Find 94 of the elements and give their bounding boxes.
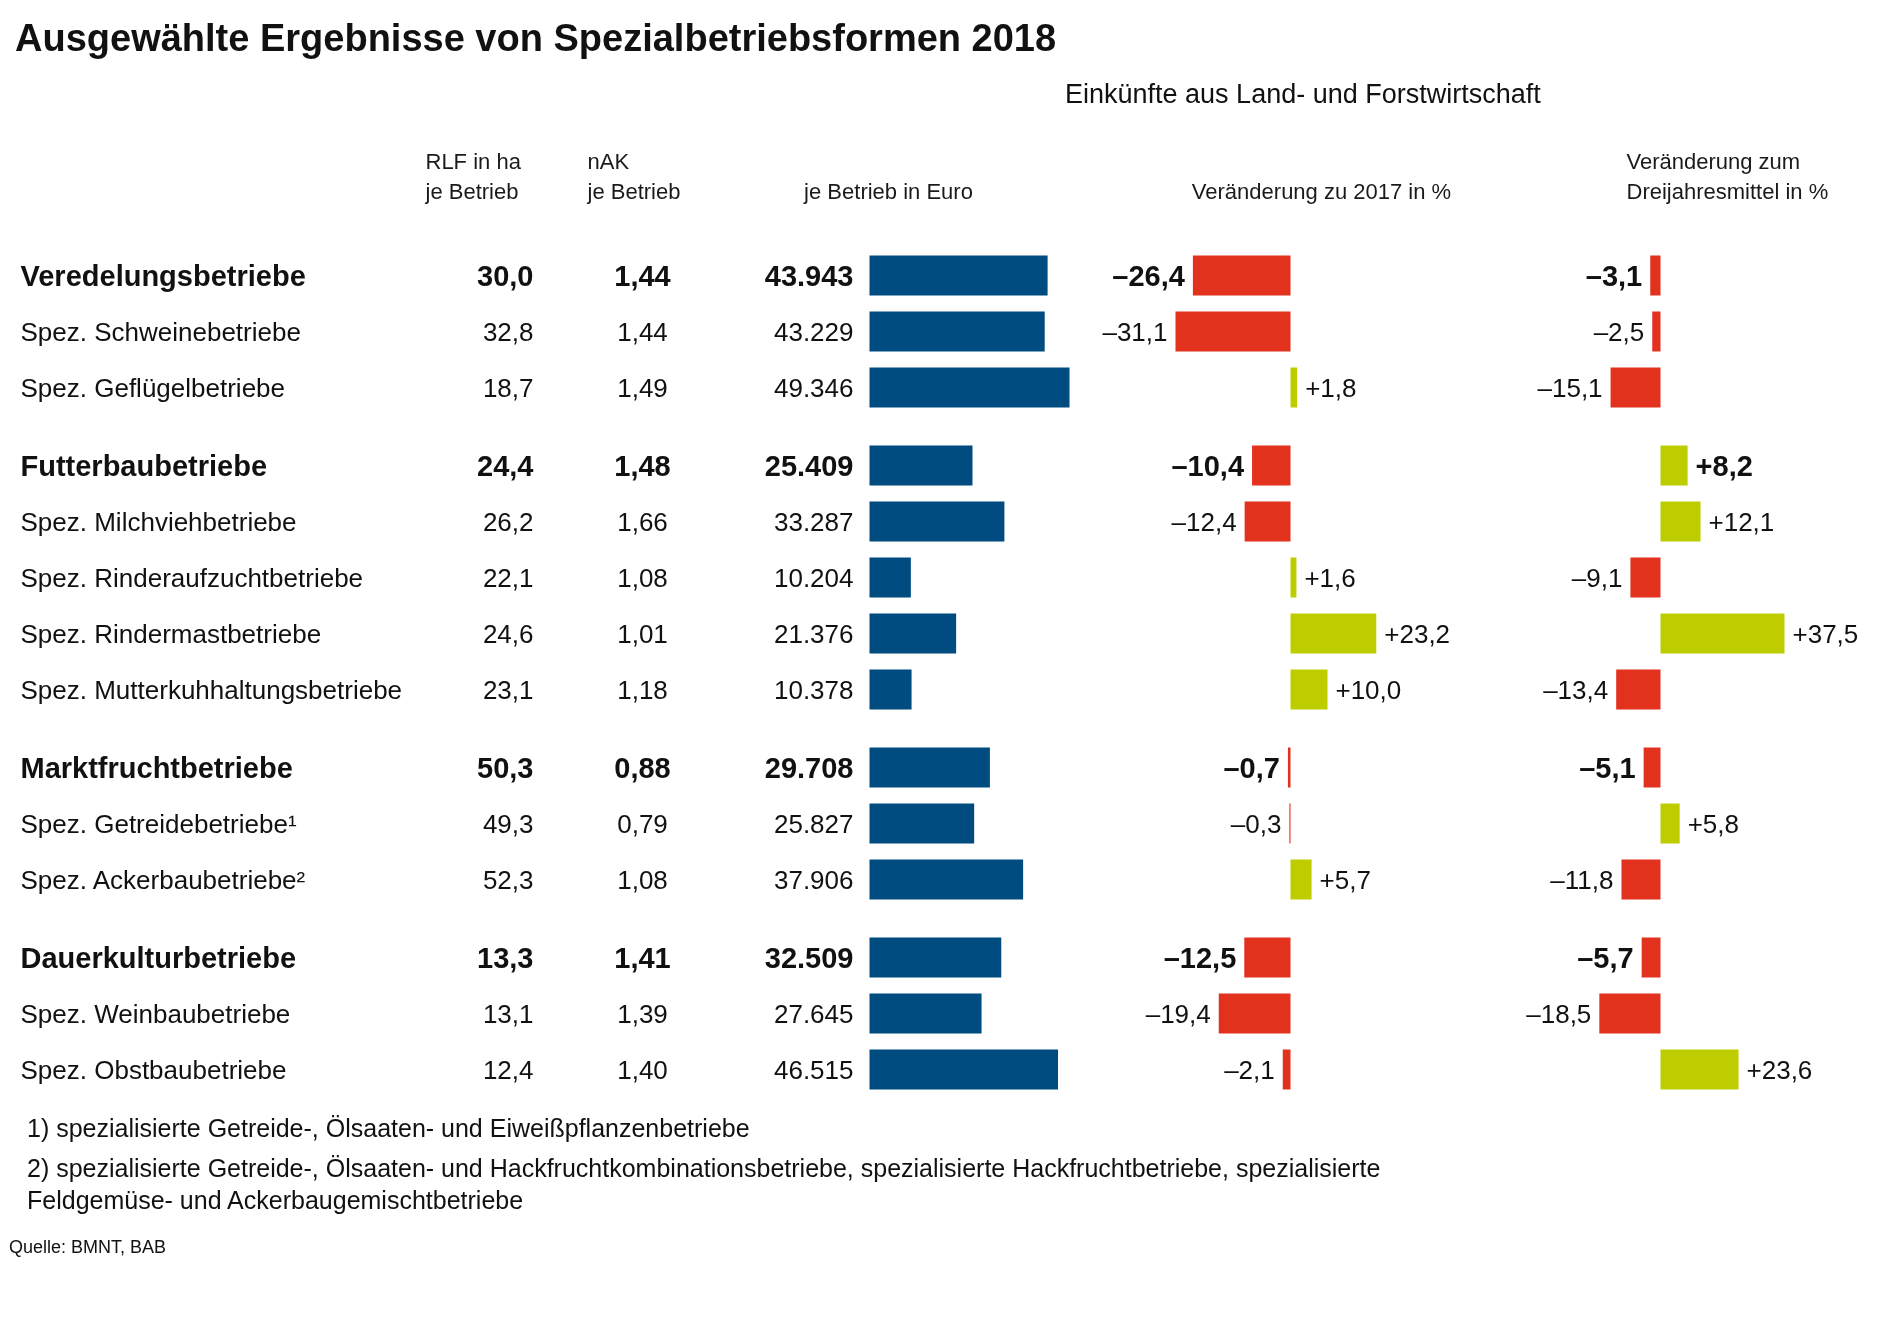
data-label: 30,0 bbox=[477, 259, 534, 292]
data-label: +10,0 bbox=[1335, 674, 1402, 705]
data-label: +12,1 bbox=[1708, 506, 1775, 537]
data-label: 1,41 bbox=[614, 941, 671, 974]
data-label: –0,3 bbox=[1230, 808, 1282, 839]
data-label: 10.378 bbox=[773, 674, 854, 705]
data-label: 1,39 bbox=[617, 998, 668, 1029]
data-label: –18,5 bbox=[1526, 998, 1592, 1029]
data-label: 0,88 bbox=[614, 751, 671, 784]
data-label: 0,79 bbox=[617, 808, 668, 839]
data-label: –10,4 bbox=[1171, 449, 1245, 482]
data-label: 1,01 bbox=[617, 618, 668, 649]
data-label: 1,66 bbox=[617, 506, 668, 537]
x-axis-title: je Betrieb in Euro bbox=[803, 178, 973, 204]
data-label: 50,3 bbox=[477, 751, 534, 784]
data-label: +37,5 bbox=[1792, 618, 1859, 649]
data-label: –12,4 bbox=[1171, 506, 1237, 537]
text: 2) spezialisierte Getreide-, Ölsaaten- und Hackfruchtkombinationsbetriebe, spezialisierte Hackfruchtbetriebe, spezialisierte Feldgemüse- und Ackerbaugemischtbetriebe bbox=[27, 1152, 1382, 1216]
category-label: Spez. Ackerbaubetriebe² bbox=[20, 864, 306, 895]
x-axis-title: Veränderung zum Dreijahresmittel in % bbox=[1626, 148, 1829, 204]
data-label: 52,3 bbox=[482, 864, 534, 895]
data-label: 1,44 bbox=[617, 316, 668, 347]
data-label: 33.287 bbox=[773, 506, 854, 537]
data-label: –19,4 bbox=[1145, 998, 1211, 1029]
data-label: +23,2 bbox=[1384, 618, 1451, 649]
data-label: –15,1 bbox=[1537, 372, 1603, 403]
data-label: 23,1 bbox=[482, 674, 534, 705]
category-label: Spez. Obstbaubetriebe bbox=[20, 1054, 287, 1085]
data-label: +5,7 bbox=[1319, 864, 1371, 895]
data-label: 13,1 bbox=[482, 998, 534, 1029]
data-label: 12,4 bbox=[482, 1054, 534, 1085]
data-label: –2,5 bbox=[1593, 316, 1645, 347]
data-label: 32.509 bbox=[764, 941, 854, 974]
data-label: +23,6 bbox=[1746, 1054, 1813, 1085]
data-label: 1,44 bbox=[614, 259, 671, 292]
data-label: 24,6 bbox=[482, 618, 534, 649]
source-note: Quelle: BMNT, BAB bbox=[9, 1235, 167, 1259]
data-label: 43.943 bbox=[764, 259, 854, 292]
category-label: Spez. Rindermastbetriebe bbox=[20, 618, 322, 649]
data-label: –11,8 bbox=[1550, 864, 1614, 895]
category-label: Spez. Milchviehbetriebe bbox=[20, 506, 297, 537]
data-label: 1,08 bbox=[617, 864, 668, 895]
category-label: Spez. Mutterkuhhaltungsbetriebe bbox=[20, 674, 403, 705]
category-label: Spez. Geflügelbetriebe bbox=[20, 372, 286, 403]
data-label: –26,4 bbox=[1112, 259, 1185, 292]
category-label: Spez. Weinbaubetriebe bbox=[20, 998, 291, 1029]
data-label: 1,08 bbox=[617, 562, 668, 593]
data-label: +1,6 bbox=[1304, 562, 1356, 593]
data-label: 21.376 bbox=[773, 618, 854, 649]
text: nAK je Betrieb bbox=[586, 148, 681, 204]
data-label: 1,49 bbox=[617, 372, 668, 403]
x-axis-title: Veränderung zu 2017 in % bbox=[1191, 178, 1452, 204]
data-label: 46.515 bbox=[773, 1054, 854, 1085]
data-label: 49.346 bbox=[773, 372, 854, 403]
data-label: 1,40 bbox=[617, 1054, 668, 1085]
data-label: 13,3 bbox=[477, 941, 534, 974]
data-label: 1,18 bbox=[617, 674, 668, 705]
category-label: Dauerkulturbetriebe bbox=[20, 941, 297, 974]
data-label: 49,3 bbox=[482, 808, 534, 839]
data-label: –5,1 bbox=[1579, 751, 1636, 784]
data-label: 18,7 bbox=[482, 372, 534, 403]
text: 1) spezialisierte Getreide-, Ölsaaten- und Eiweißpflanzenbetriebe bbox=[27, 1113, 750, 1144]
data-label: 29.708 bbox=[764, 751, 854, 784]
data-label: 24,4 bbox=[477, 449, 534, 482]
data-label: 10.204 bbox=[773, 562, 854, 593]
chart-subtitle: Einkünfte aus Land- und Forstwirtschaft bbox=[1065, 78, 1541, 111]
category-label: Veredelungsbetriebe bbox=[20, 259, 306, 292]
data-label: 43.229 bbox=[773, 316, 854, 347]
data-label: 27.645 bbox=[773, 998, 854, 1029]
data-label: +1,8 bbox=[1305, 372, 1357, 403]
data-label: 1,48 bbox=[614, 449, 671, 482]
data-label: –2,1 bbox=[1224, 1054, 1275, 1085]
text: Ausgewählte Ergebnisse von Spezialbetriebsformen 2018 bbox=[15, 16, 1057, 61]
data-label: 25.827 bbox=[773, 808, 854, 839]
data-label: 37.906 bbox=[773, 864, 854, 895]
data-label: 26,2 bbox=[482, 506, 534, 537]
category-label: Spez. Rinderaufzuchtbetriebe bbox=[20, 562, 364, 593]
category-label: Spez. Getreidebetriebe¹ bbox=[20, 808, 297, 839]
category-label: Marktfruchtbetriebe bbox=[20, 751, 293, 784]
data-label: –5,7 bbox=[1577, 941, 1634, 974]
data-label: 22,1 bbox=[482, 562, 534, 593]
category-label: Spez. Schweinebetriebe bbox=[20, 316, 301, 347]
data-label: –9,1 bbox=[1571, 562, 1623, 593]
text: RLF in ha je Betrieb bbox=[424, 148, 522, 204]
data-label: –3,1 bbox=[1585, 259, 1643, 292]
data-label: –13,4 bbox=[1543, 674, 1609, 705]
data-label: –12,5 bbox=[1163, 941, 1237, 974]
data-label: +5,8 bbox=[1687, 808, 1740, 839]
data-label: 25.409 bbox=[764, 449, 854, 482]
data-label: –0,7 bbox=[1223, 751, 1280, 784]
category-label: Futterbaubetriebe bbox=[20, 449, 268, 482]
data-label: 32,8 bbox=[482, 316, 534, 347]
data-label: +8,2 bbox=[1695, 449, 1753, 482]
data-label: –31,1 bbox=[1102, 316, 1168, 347]
